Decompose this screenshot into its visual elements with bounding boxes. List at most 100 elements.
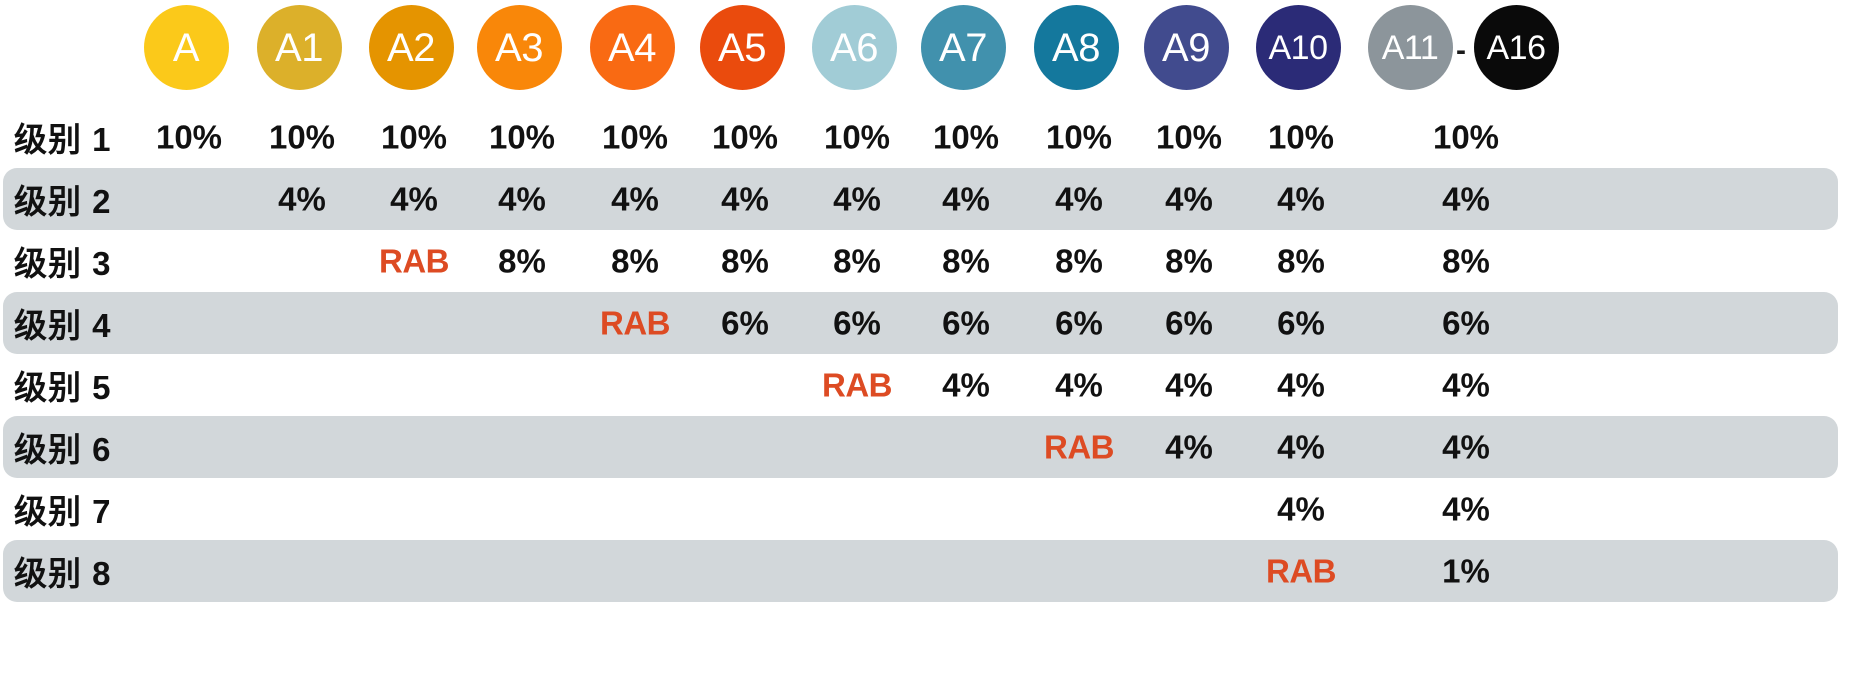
cell-value: 10% [1432, 118, 1500, 156]
column-circle-label: A2 [387, 25, 435, 70]
table-row: 级别 7 4% 4% [3, 478, 1838, 540]
cell-value: 8% [1442, 242, 1490, 280]
column-circle-label: A11 [1381, 28, 1439, 67]
cell-rab: RAB [1044, 428, 1115, 466]
cell-value: 6% [833, 304, 881, 342]
cell-value: 6% [721, 304, 769, 342]
range-separator-dash: - [1456, 34, 1466, 67]
cell-value: 4% [833, 180, 881, 218]
column-circle-label: A6 [830, 25, 878, 70]
cell-value: 10% [601, 118, 669, 156]
table-row: 级别 6 RAB 4% 4% 4% [3, 416, 1838, 478]
table-row: 级别 3 RAB 8% 8% 8% 8% 8% 8% 8% 8% 8% [3, 230, 1838, 292]
cell-value: 4% [278, 180, 326, 218]
row-label: 级别 6 [14, 431, 112, 468]
cell-value: 10% [380, 118, 448, 156]
cell-rab: RAB [379, 242, 450, 280]
column-circle-a4[interactable]: A4 [589, 5, 675, 90]
column-circle-label: A5 [718, 25, 766, 70]
cell-value: 4% [390, 180, 438, 218]
cell-value: 10% [155, 118, 223, 156]
row-label: 级别 1 [14, 121, 112, 158]
row-label: 级别 2 [14, 183, 112, 220]
cell-value: 4% [1277, 490, 1325, 528]
cell-value: 10% [1155, 118, 1223, 156]
column-circle-a5[interactable]: A5 [699, 5, 785, 90]
cell-value: 4% [942, 366, 990, 404]
column-circle-a3[interactable]: A3 [476, 5, 562, 90]
cell-value: 4% [1055, 180, 1103, 218]
cell-rab: RAB [1266, 552, 1337, 590]
column-circle-a10[interactable]: A10 [1255, 5, 1341, 90]
column-circle-label: A7 [939, 25, 987, 70]
column-circle-label: A8 [1052, 25, 1100, 70]
column-circle-a16[interactable]: A16 [1473, 5, 1559, 90]
cell-value: 4% [1442, 366, 1490, 404]
cell-value: 8% [1055, 242, 1103, 280]
cell-value: 8% [942, 242, 990, 280]
cell-value: 1% [1442, 552, 1490, 590]
table-row: 级别 1 10% 10% 10% 10% 10% 10% 10% 10% 10% 10% 10% 10% [3, 106, 1838, 168]
cell-value: 4% [1277, 428, 1325, 466]
cell-value: 6% [1442, 304, 1490, 342]
cell-value: 10% [488, 118, 556, 156]
cell-value: 4% [1277, 180, 1325, 218]
column-circle-label: A4 [608, 25, 656, 70]
cell-value: 6% [1165, 304, 1213, 342]
column-circle-a[interactable]: A [143, 5, 229, 90]
cell-value: 10% [1045, 118, 1113, 156]
column-circle-a8[interactable]: A8 [1033, 5, 1119, 90]
row-label: 级别 3 [14, 245, 112, 282]
column-header-circles: A A1 A2 A3 A4 A5 A6 A7 A8 A9 A10 A11 A16- [0, 0, 1869, 95]
row-label: 级别 5 [14, 369, 112, 406]
row-label: 级别 7 [14, 493, 112, 530]
row-label: 级别 4 [14, 307, 112, 344]
column-circle-a1[interactable]: A1 [256, 5, 342, 90]
cell-value: 4% [1055, 366, 1103, 404]
row-label: 级别 8 [14, 555, 112, 592]
cell-value: 8% [1277, 242, 1325, 280]
cell-rab: RAB [600, 304, 671, 342]
cell-value: 4% [1165, 428, 1213, 466]
cell-value: 6% [1055, 304, 1103, 342]
cell-value: 4% [1277, 366, 1325, 404]
column-circle-label: A1 [275, 25, 323, 70]
cell-value: 8% [1165, 242, 1213, 280]
cell-value: 10% [932, 118, 1000, 156]
cell-value: 4% [1442, 180, 1490, 218]
cell-value: 10% [268, 118, 336, 156]
cell-value: 8% [611, 242, 659, 280]
table-row: 级别 2 4% 4% 4% 4% 4% 4% 4% 4% 4% 4% 4% [3, 168, 1838, 230]
cell-value: 8% [498, 242, 546, 280]
table-row: 级别 5 RAB 4% 4% 4% 4% 4% [3, 354, 1838, 416]
column-circle-a7[interactable]: A7 [920, 5, 1006, 90]
cell-value: 4% [498, 180, 546, 218]
cell-value: 10% [1267, 118, 1335, 156]
column-circle-a6[interactable]: A6 [811, 5, 897, 90]
cell-value: 4% [1442, 490, 1490, 528]
cell-value: 6% [1277, 304, 1325, 342]
table-row: 级别 8 RAB 1% [3, 540, 1838, 602]
column-circle-label: A [172, 25, 200, 70]
column-circle-a2[interactable]: A2 [368, 5, 454, 90]
cell-value: 10% [711, 118, 779, 156]
cell-value: 4% [721, 180, 769, 218]
cell-value: 4% [1165, 180, 1213, 218]
cell-rab: RAB [822, 366, 893, 404]
column-circle-label: A10 [1268, 28, 1329, 67]
column-circle-label: A9 [1162, 25, 1210, 70]
column-circle-label: A3 [495, 25, 543, 70]
cell-value: 10% [823, 118, 891, 156]
column-circle-label: A16 [1486, 28, 1547, 67]
column-circle-a9[interactable]: A9 [1143, 5, 1229, 90]
column-circle-a11[interactable]: A11 [1367, 5, 1453, 90]
cell-value: 4% [942, 180, 990, 218]
cell-value: 6% [942, 304, 990, 342]
table-row: 级别 4 RAB 6% 6% 6% 6% 6% 6% 6% [3, 292, 1838, 354]
cell-value: 8% [721, 242, 769, 280]
cell-value: 4% [611, 180, 659, 218]
cell-value: 4% [1442, 428, 1490, 466]
cell-value: 4% [1165, 366, 1213, 404]
cell-value: 8% [833, 242, 881, 280]
